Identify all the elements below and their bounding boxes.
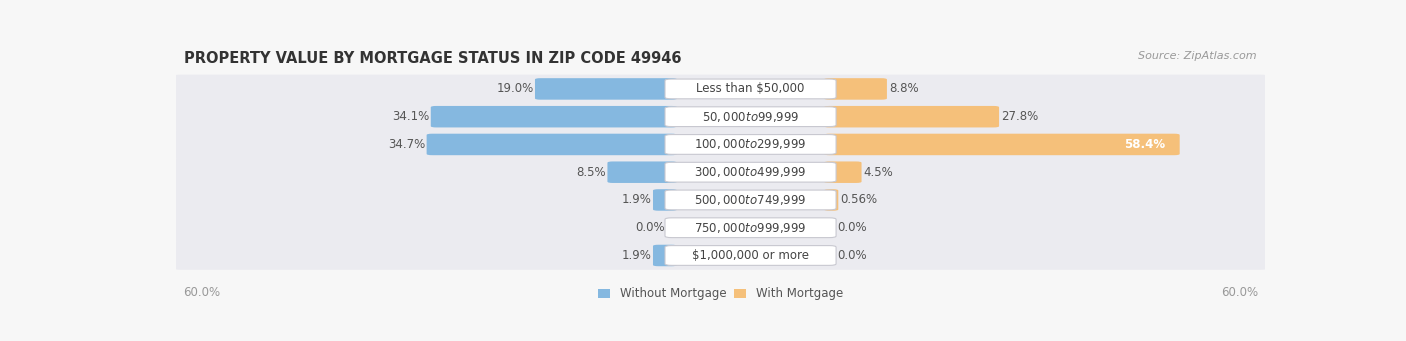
Text: 27.8%: 27.8% [1001, 110, 1039, 123]
Text: $1,000,000 or more: $1,000,000 or more [692, 249, 808, 262]
FancyBboxPatch shape [173, 213, 1268, 242]
FancyBboxPatch shape [173, 130, 1268, 159]
Text: 19.0%: 19.0% [496, 83, 534, 95]
Text: 1.9%: 1.9% [621, 249, 652, 262]
FancyBboxPatch shape [173, 102, 1268, 131]
FancyBboxPatch shape [665, 246, 837, 265]
FancyBboxPatch shape [665, 190, 837, 210]
Text: $500,000 to $749,999: $500,000 to $749,999 [695, 193, 807, 207]
Text: 58.4%: 58.4% [1125, 138, 1166, 151]
FancyBboxPatch shape [173, 158, 1268, 187]
Legend: Without Mortgage, With Mortgage: Without Mortgage, With Mortgage [599, 287, 842, 300]
Text: $100,000 to $299,999: $100,000 to $299,999 [695, 137, 807, 151]
Text: 0.56%: 0.56% [841, 193, 877, 206]
FancyBboxPatch shape [173, 241, 1268, 270]
Text: PROPERTY VALUE BY MORTGAGE STATUS IN ZIP CODE 49946: PROPERTY VALUE BY MORTGAGE STATUS IN ZIP… [184, 51, 682, 66]
FancyBboxPatch shape [665, 162, 837, 182]
FancyBboxPatch shape [665, 218, 837, 238]
Text: 0.0%: 0.0% [837, 221, 866, 234]
FancyBboxPatch shape [665, 79, 837, 99]
FancyBboxPatch shape [652, 189, 678, 211]
Text: 60.0%: 60.0% [183, 286, 221, 299]
FancyBboxPatch shape [665, 135, 837, 154]
FancyBboxPatch shape [534, 78, 678, 100]
Text: 4.5%: 4.5% [863, 166, 893, 179]
Text: 0.0%: 0.0% [636, 221, 665, 234]
FancyBboxPatch shape [173, 186, 1268, 214]
FancyBboxPatch shape [824, 106, 1000, 128]
Text: 0.0%: 0.0% [837, 249, 866, 262]
Text: 8.5%: 8.5% [576, 166, 606, 179]
FancyBboxPatch shape [430, 106, 678, 128]
FancyBboxPatch shape [824, 161, 862, 183]
Text: Source: ZipAtlas.com: Source: ZipAtlas.com [1137, 51, 1257, 61]
FancyBboxPatch shape [824, 189, 838, 211]
FancyBboxPatch shape [426, 134, 678, 155]
Text: 34.1%: 34.1% [392, 110, 430, 123]
FancyBboxPatch shape [824, 134, 1180, 155]
Text: 1.9%: 1.9% [621, 193, 652, 206]
Text: $300,000 to $499,999: $300,000 to $499,999 [695, 165, 807, 179]
FancyBboxPatch shape [652, 245, 678, 266]
FancyBboxPatch shape [824, 78, 887, 100]
Text: 8.8%: 8.8% [889, 83, 918, 95]
Text: 34.7%: 34.7% [388, 138, 426, 151]
Text: Less than $50,000: Less than $50,000 [696, 83, 804, 95]
FancyBboxPatch shape [173, 75, 1268, 103]
FancyBboxPatch shape [607, 161, 678, 183]
Text: $750,000 to $999,999: $750,000 to $999,999 [695, 221, 807, 235]
Text: 60.0%: 60.0% [1220, 286, 1258, 299]
FancyBboxPatch shape [665, 107, 837, 127]
Text: $50,000 to $99,999: $50,000 to $99,999 [702, 110, 799, 124]
